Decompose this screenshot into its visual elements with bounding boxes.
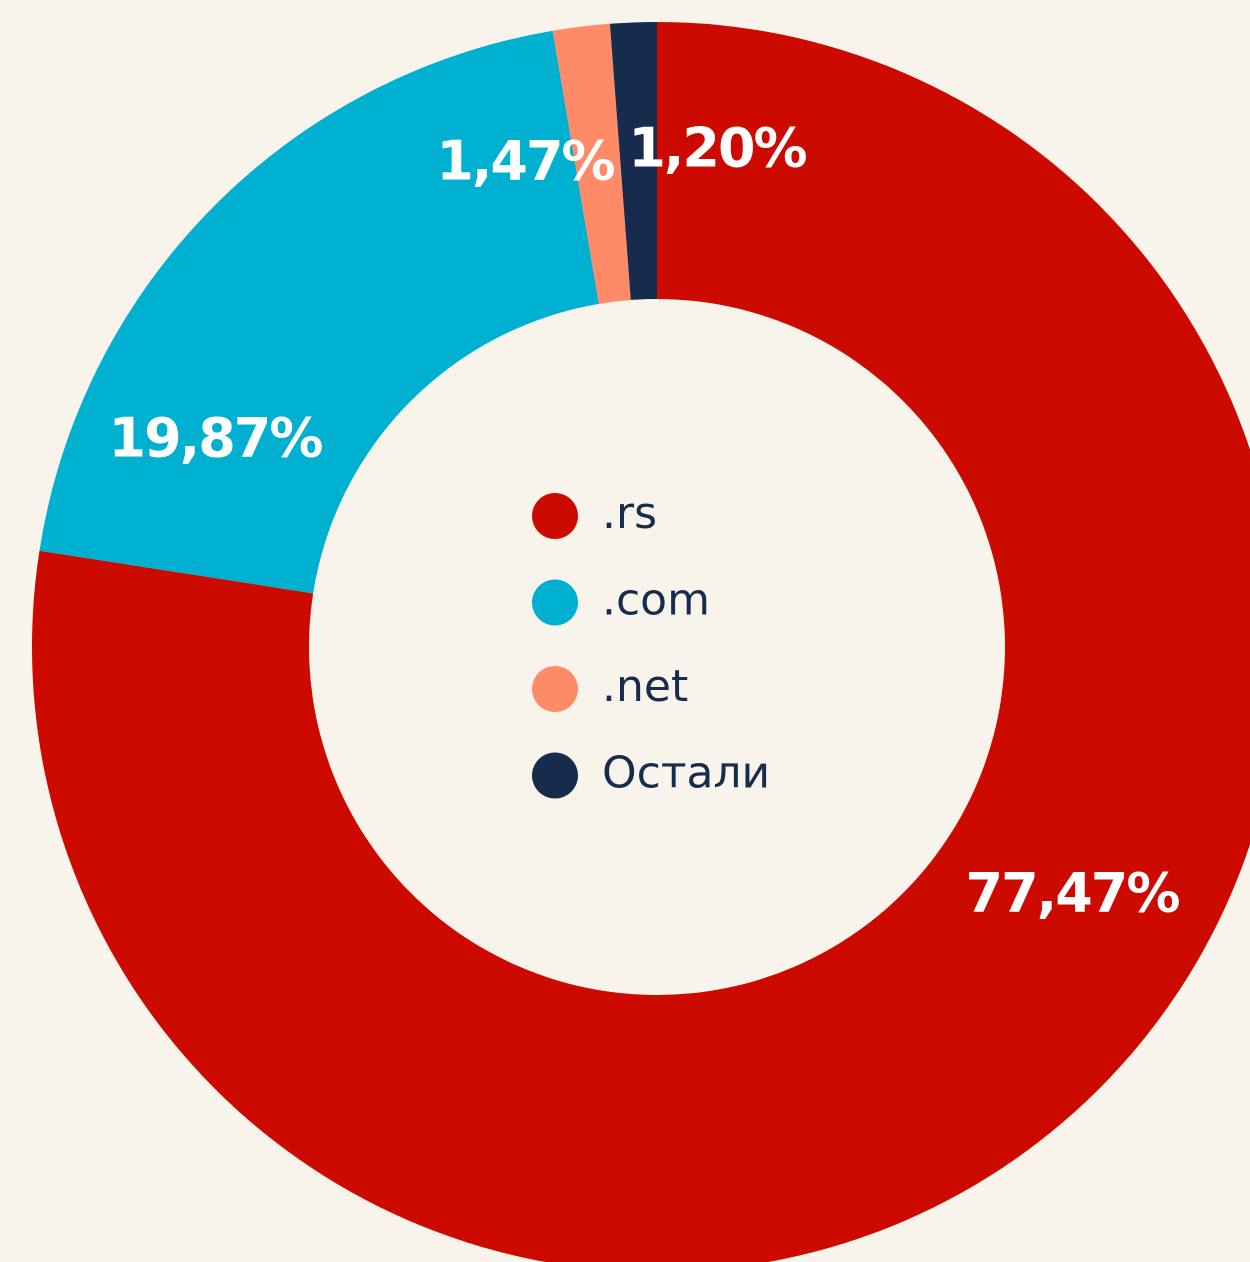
- donut-segment: [552, 23, 631, 304]
- legend-label: .net: [602, 661, 688, 712]
- legend-swatch: [532, 752, 578, 799]
- donut-segment: [39, 30, 599, 594]
- legend-label: Остали: [602, 748, 770, 799]
- legend-swatch: [532, 493, 578, 539]
- value-label: 1,20%: [628, 117, 806, 180]
- donut-segment: [609, 22, 657, 300]
- donut-segment: [32, 22, 1250, 1262]
- legend-swatch: [532, 579, 578, 626]
- legend-swatch: [532, 666, 578, 712]
- value-label: 1,47%: [436, 130, 614, 193]
- legend-label: .com: [602, 575, 710, 626]
- value-label: 77,47%: [966, 862, 1180, 925]
- value-label: 19,87%: [109, 407, 323, 470]
- legend-label: .rs: [602, 488, 657, 539]
